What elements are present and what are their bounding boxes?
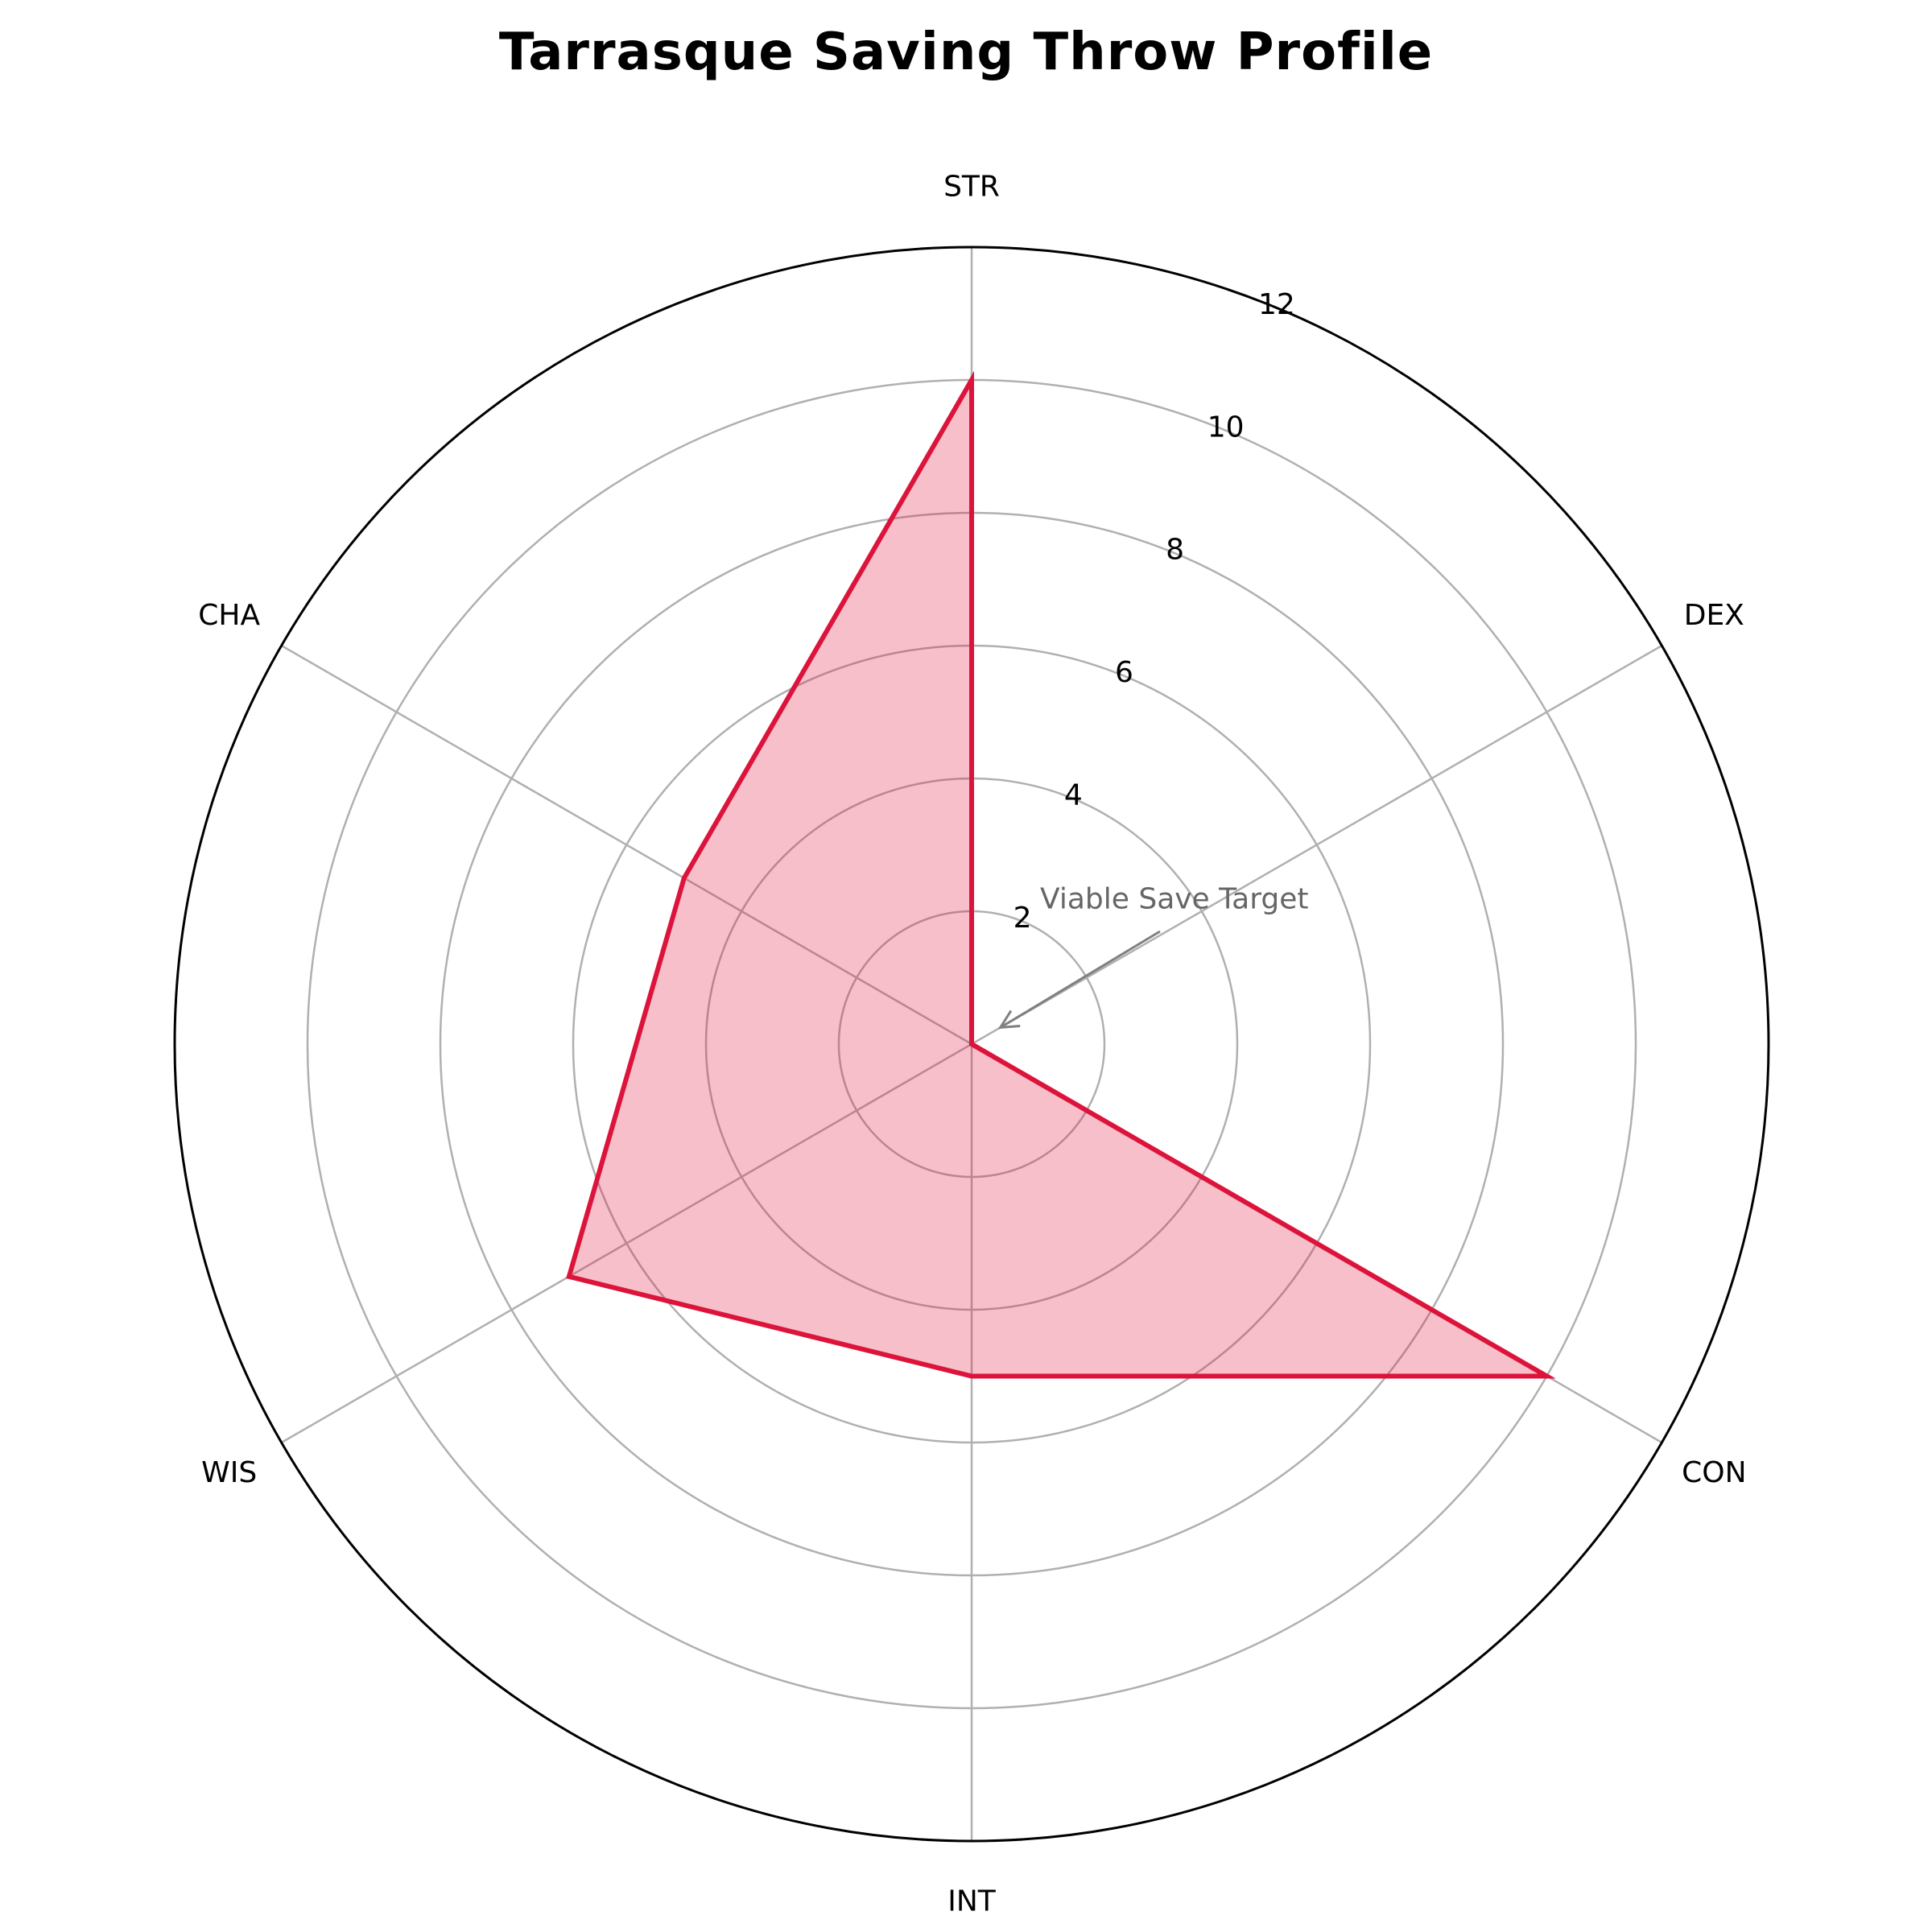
annotation-arrow-line (999, 930, 1161, 1029)
series-line (566, 370, 1556, 1379)
radial-tick-label: 4 (1064, 779, 1083, 812)
category-label-str: STR (943, 171, 1000, 204)
radial-tick-label: 12 (1258, 288, 1295, 321)
annotation-text: Viable Save Target (1040, 883, 1309, 916)
grid-spoke (971, 644, 1662, 1046)
radial-tick-label: 2 (1013, 902, 1032, 935)
grid-spoke (281, 1042, 972, 1444)
radial-tick-label: 10 (1208, 411, 1245, 444)
chart-title: Tarrasque Saving Throw Profile (498, 23, 1434, 82)
series-fill (568, 380, 1547, 1377)
outer-boundary (173, 246, 1770, 1843)
category-label-wis: WIS (201, 1456, 257, 1489)
radial-tick-label: 6 (1115, 656, 1133, 689)
radial-tick-label: 8 (1166, 534, 1184, 567)
category-label-cha: CHA (198, 599, 260, 632)
annotation-arrow-head (997, 1009, 1021, 1030)
category-label-int: INT (947, 1885, 997, 1918)
category-label-con: CON (1682, 1456, 1746, 1489)
data-layer (566, 370, 1556, 1379)
label-layer: STR DEX CON INT WIS CHA 2 4 6 8 10 12 Viable Save Ta… (198, 171, 1746, 1918)
category-label-dex: DEX (1684, 599, 1744, 632)
grid-spoke (281, 644, 972, 1046)
